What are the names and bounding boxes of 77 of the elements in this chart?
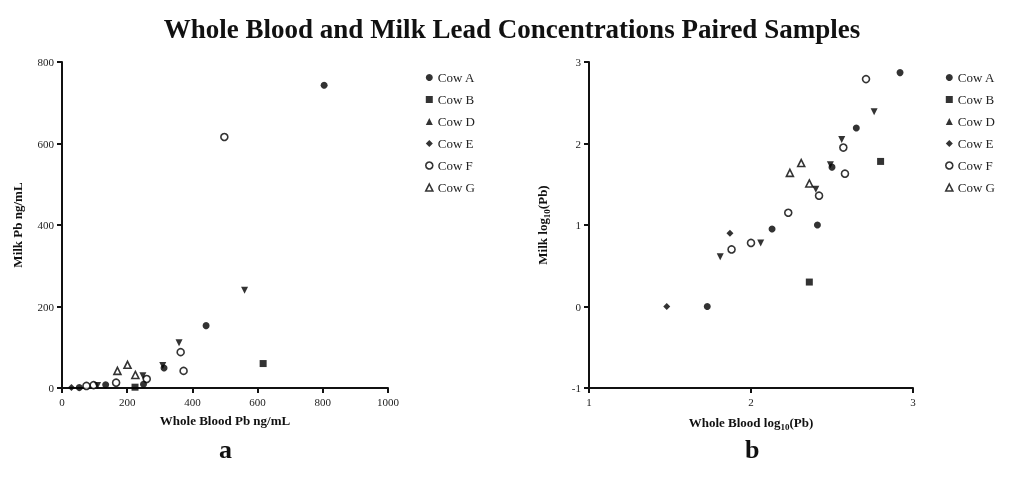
- point: [139, 372, 147, 380]
- point: [796, 158, 806, 168]
- text: Whole Blood and Milk Lead Concentrations Paired Samples: [162, 14, 862, 45]
- point: [726, 229, 734, 237]
- point: [703, 303, 711, 310]
- point: [175, 339, 183, 347]
- y-tick-label: -1: [571, 382, 581, 394]
- point: [82, 381, 91, 391]
- point: [746, 238, 756, 248]
- point: [220, 132, 229, 142]
- legend-label: Cow D: [437, 114, 475, 129]
- y-tick-label: 400: [37, 219, 55, 231]
- legend-label: Cow G: [957, 180, 995, 195]
- point: [75, 384, 83, 392]
- point: [861, 74, 871, 84]
- point: [176, 347, 185, 357]
- legend-label: Cow F: [957, 158, 993, 173]
- y-tick-label: 200: [37, 300, 55, 313]
- point: [140, 380, 147, 388]
- point: [123, 360, 132, 370]
- point: [814, 191, 824, 200]
- y-axis-title: Milk Pb ng/mL: [10, 182, 25, 268]
- legend-label: Cow G: [437, 180, 475, 195]
- point: [716, 253, 724, 261]
- x-tick-label: 1: [586, 395, 592, 408]
- point: [727, 245, 736, 254]
- legend-label: Cow E: [437, 136, 474, 151]
- point: [179, 366, 188, 376]
- y-tick-label: 1: [575, 219, 581, 231]
- x-tick-label: 400: [184, 395, 202, 408]
- x-tick-label: 200: [118, 395, 136, 408]
- x-tick-label: 0: [59, 395, 66, 408]
- point: [131, 383, 139, 391]
- point: [241, 286, 249, 294]
- y-tick-label: 2: [575, 137, 581, 150]
- x-tick-label: 3: [910, 395, 917, 408]
- point: [320, 81, 328, 89]
- x-tick-label: 800: [314, 395, 332, 408]
- legend-label: Cow A: [437, 70, 475, 85]
- point: [870, 108, 878, 116]
- point: [839, 143, 848, 152]
- y-tick-label: 0: [575, 300, 582, 313]
- point: [896, 69, 904, 77]
- legend-label: Cow A: [957, 70, 995, 85]
- point: [67, 384, 75, 392]
- point: [102, 381, 110, 389]
- point: [785, 168, 795, 178]
- x-tick-label: 2: [748, 395, 754, 408]
- x-axis-title: Whole Blood Pb ng/mL: [159, 413, 291, 428]
- point: [131, 370, 140, 380]
- point: [783, 208, 793, 218]
- legend-label: Cow B: [957, 92, 995, 107]
- point: [852, 124, 860, 132]
- point: [111, 378, 121, 387]
- y-tick-label: 600: [37, 137, 55, 150]
- point: [94, 382, 102, 390]
- point: [663, 303, 671, 310]
- x-tick-label: 1000: [377, 395, 400, 408]
- point: [877, 157, 885, 165]
- point: [805, 278, 813, 286]
- point: [757, 239, 765, 247]
- legend-label: Cow F: [437, 158, 473, 173]
- point: [840, 169, 850, 178]
- point: [113, 366, 122, 376]
- legend-label: Cow B: [437, 92, 475, 107]
- point: [805, 179, 814, 188]
- point: [202, 322, 210, 330]
- point: [259, 360, 267, 368]
- y-tick-label: 0: [48, 382, 55, 394]
- y-tick-label: 3: [575, 56, 582, 68]
- x-tick-label: 600: [249, 395, 267, 408]
- text: b: [745, 434, 760, 464]
- y-tick-label: 800: [37, 56, 55, 68]
- legend-label: Cow D: [957, 114, 995, 129]
- text: a: [219, 434, 232, 464]
- point: [813, 221, 821, 229]
- legend-label: Cow E: [957, 136, 994, 151]
